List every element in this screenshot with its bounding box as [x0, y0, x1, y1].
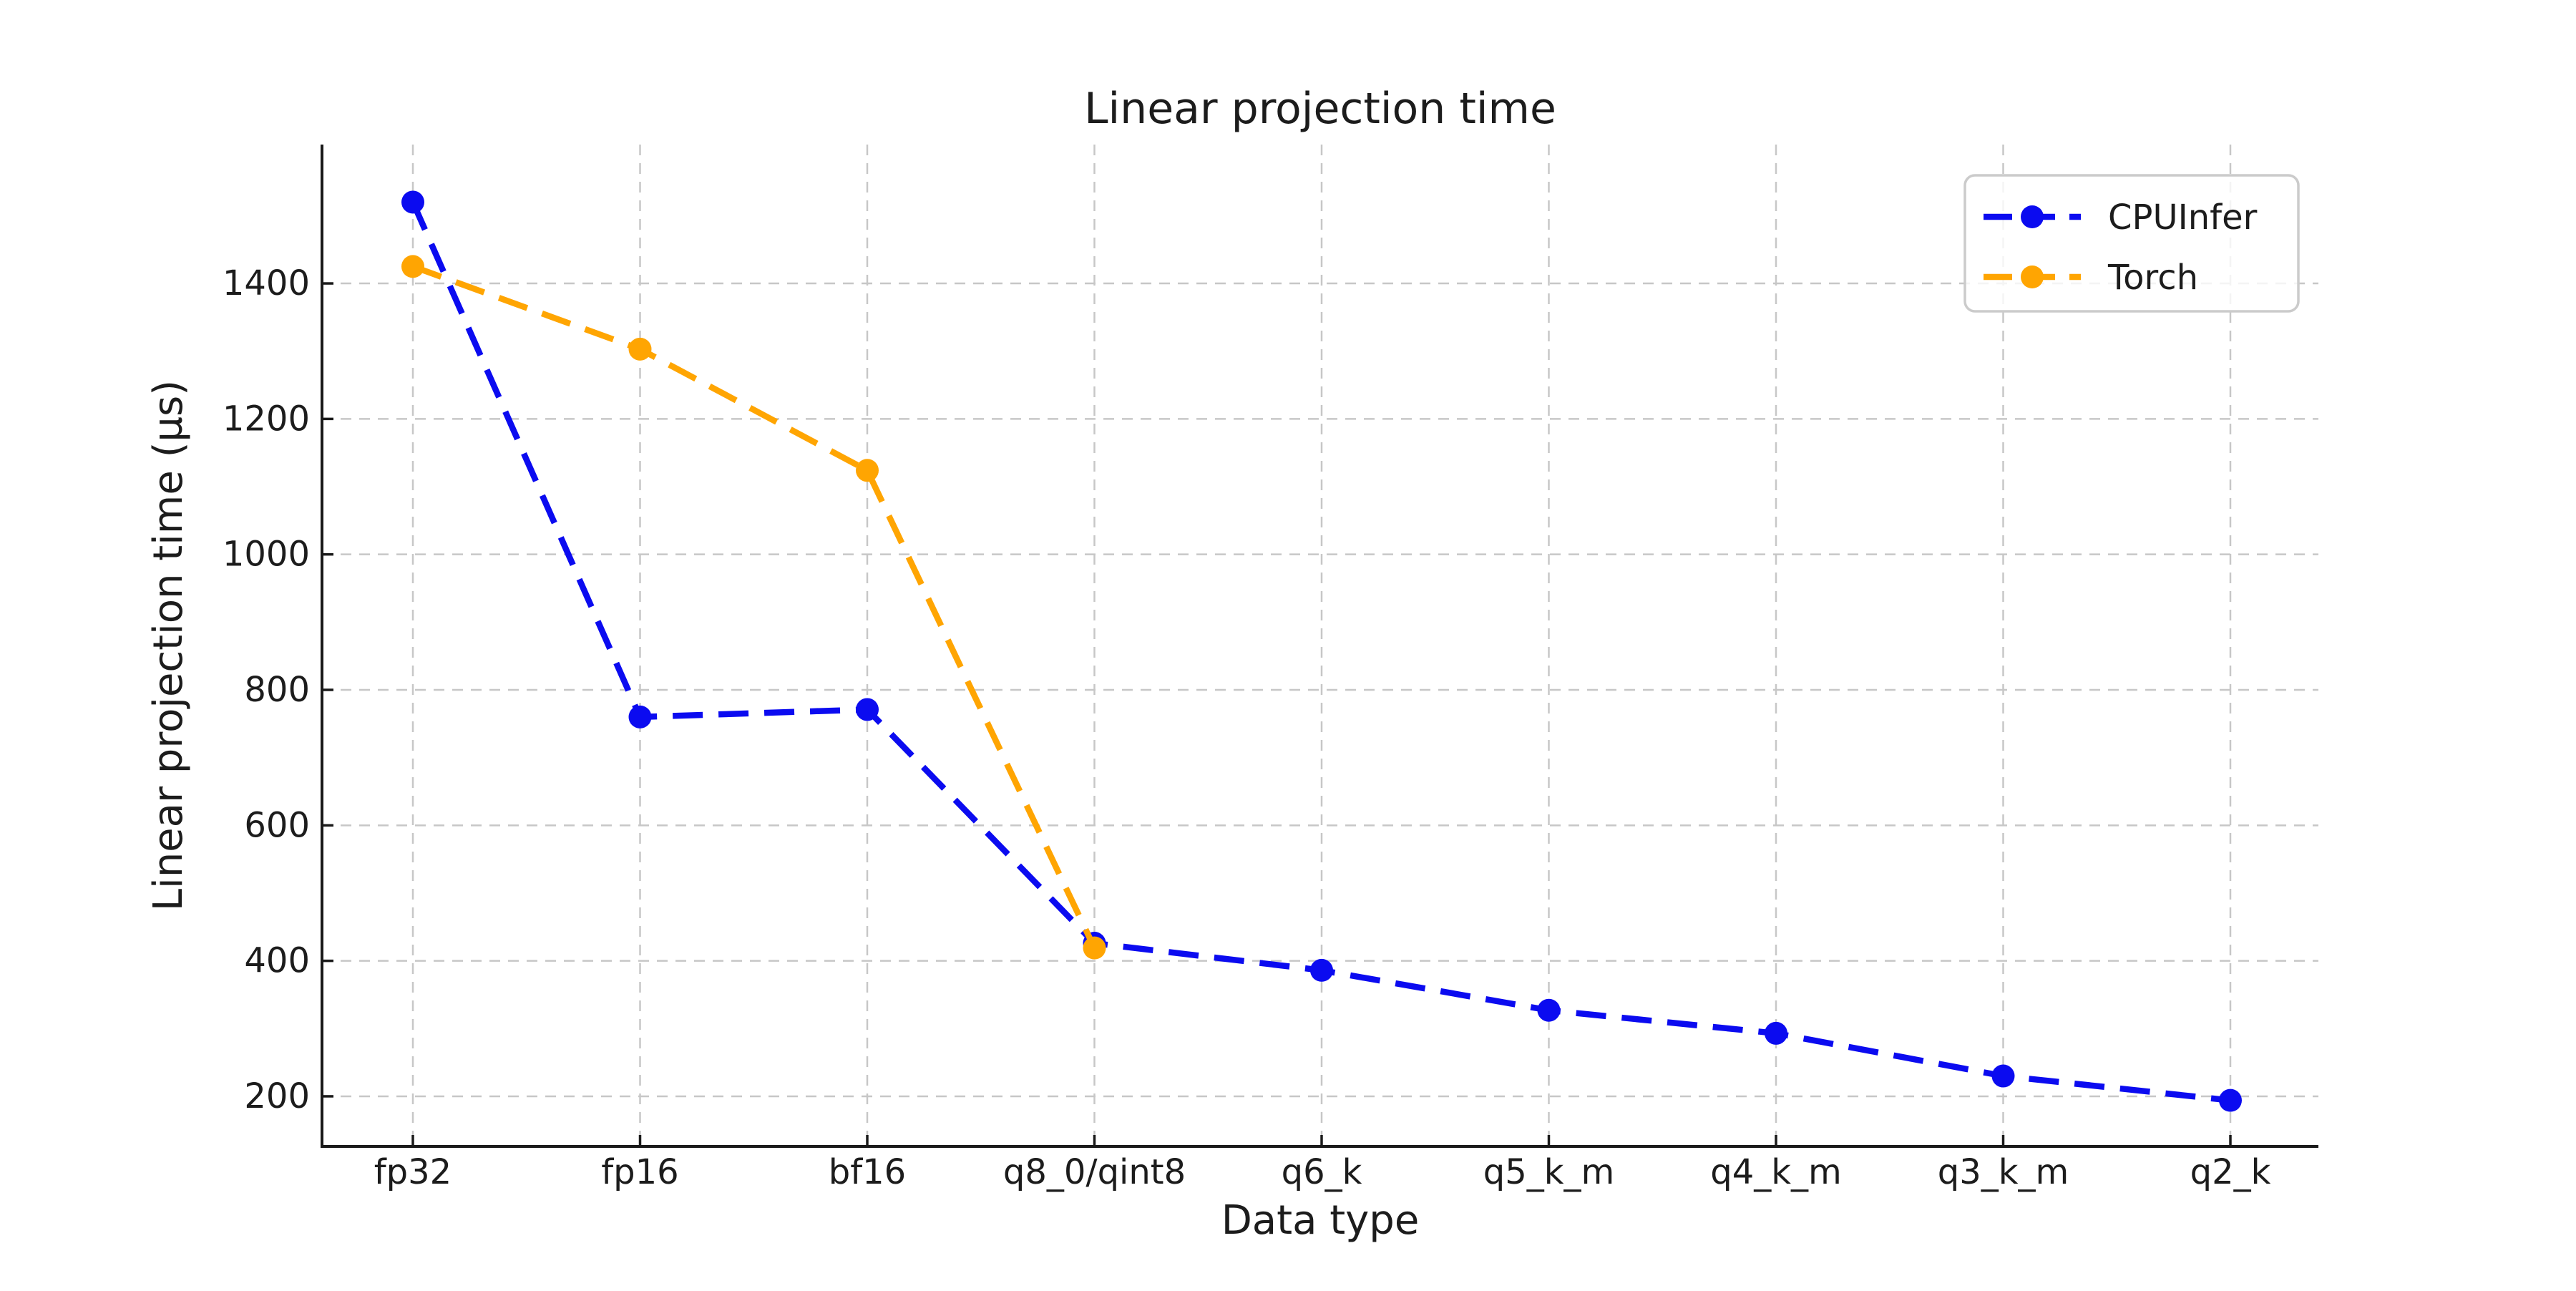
x-tick-label: q2_k	[2190, 1152, 2271, 1192]
data-point-cpuinfer	[1991, 1064, 2015, 1088]
y-tick-label: 600	[244, 805, 310, 845]
x-tick-label: q6_k	[1282, 1152, 1362, 1192]
data-point-cpuinfer	[1537, 998, 1561, 1022]
data-point-torch	[1083, 936, 1106, 960]
y-axis-label: Linear projection time (µs)	[145, 380, 192, 911]
x-axis-label: Data type	[1221, 1197, 1420, 1244]
legend-item-cpuinfer: CPUInfer	[1984, 198, 2258, 238]
x-tick-label: q4_k_m	[1710, 1152, 1842, 1192]
data-point-torch	[628, 337, 652, 361]
legend-label: CPUInfer	[2108, 198, 2258, 238]
tick-labels: 200 400 600 800 1000 1200 1400 fp32 fp16 bf16 q8_0…	[223, 263, 2271, 1192]
y-tick-label: 1200	[223, 399, 310, 439]
data-point-cpuinfer	[856, 698, 879, 721]
x-tick-label: q3_k_m	[1938, 1152, 2069, 1192]
series-cpuinfer	[401, 190, 2242, 1112]
data-point-torch	[401, 255, 424, 278]
x-tick-label: q8_0/qint8	[1003, 1152, 1186, 1192]
legend-marker	[2021, 265, 2044, 288]
x-tick-label: q5_k_m	[1483, 1152, 1615, 1192]
series-line-torch	[411, 263, 1098, 950]
x-tick-label: bf16	[829, 1152, 906, 1192]
axes	[321, 145, 2318, 1148]
data-point-cpuinfer	[628, 705, 652, 729]
legend: CPUInfer Torch	[1963, 174, 2300, 313]
legend-marker	[2021, 205, 2044, 228]
series-layer	[401, 190, 2242, 1112]
data-point-cpuinfer	[1310, 958, 1333, 982]
data-point-cpuinfer	[1765, 1021, 1787, 1045]
legend-item-torch: Torch	[1984, 258, 2198, 298]
y-tick-label: 800	[244, 670, 310, 710]
y-tick-label: 400	[244, 941, 310, 981]
x-tick-label: fp32	[374, 1152, 452, 1192]
data-point-torch	[856, 459, 879, 482]
legend-label: Torch	[2107, 258, 2198, 298]
data-point-cpuinfer	[2219, 1088, 2242, 1112]
series-torch	[401, 255, 1106, 960]
y-tick-label: 1400	[223, 263, 310, 303]
y-tick-label: 1000	[223, 535, 310, 575]
chart-title: Linear projection time	[1084, 84, 1556, 134]
y-tick-label: 200	[244, 1076, 310, 1116]
x-tick-label: fp16	[601, 1152, 678, 1192]
data-point-cpuinfer	[401, 190, 424, 214]
